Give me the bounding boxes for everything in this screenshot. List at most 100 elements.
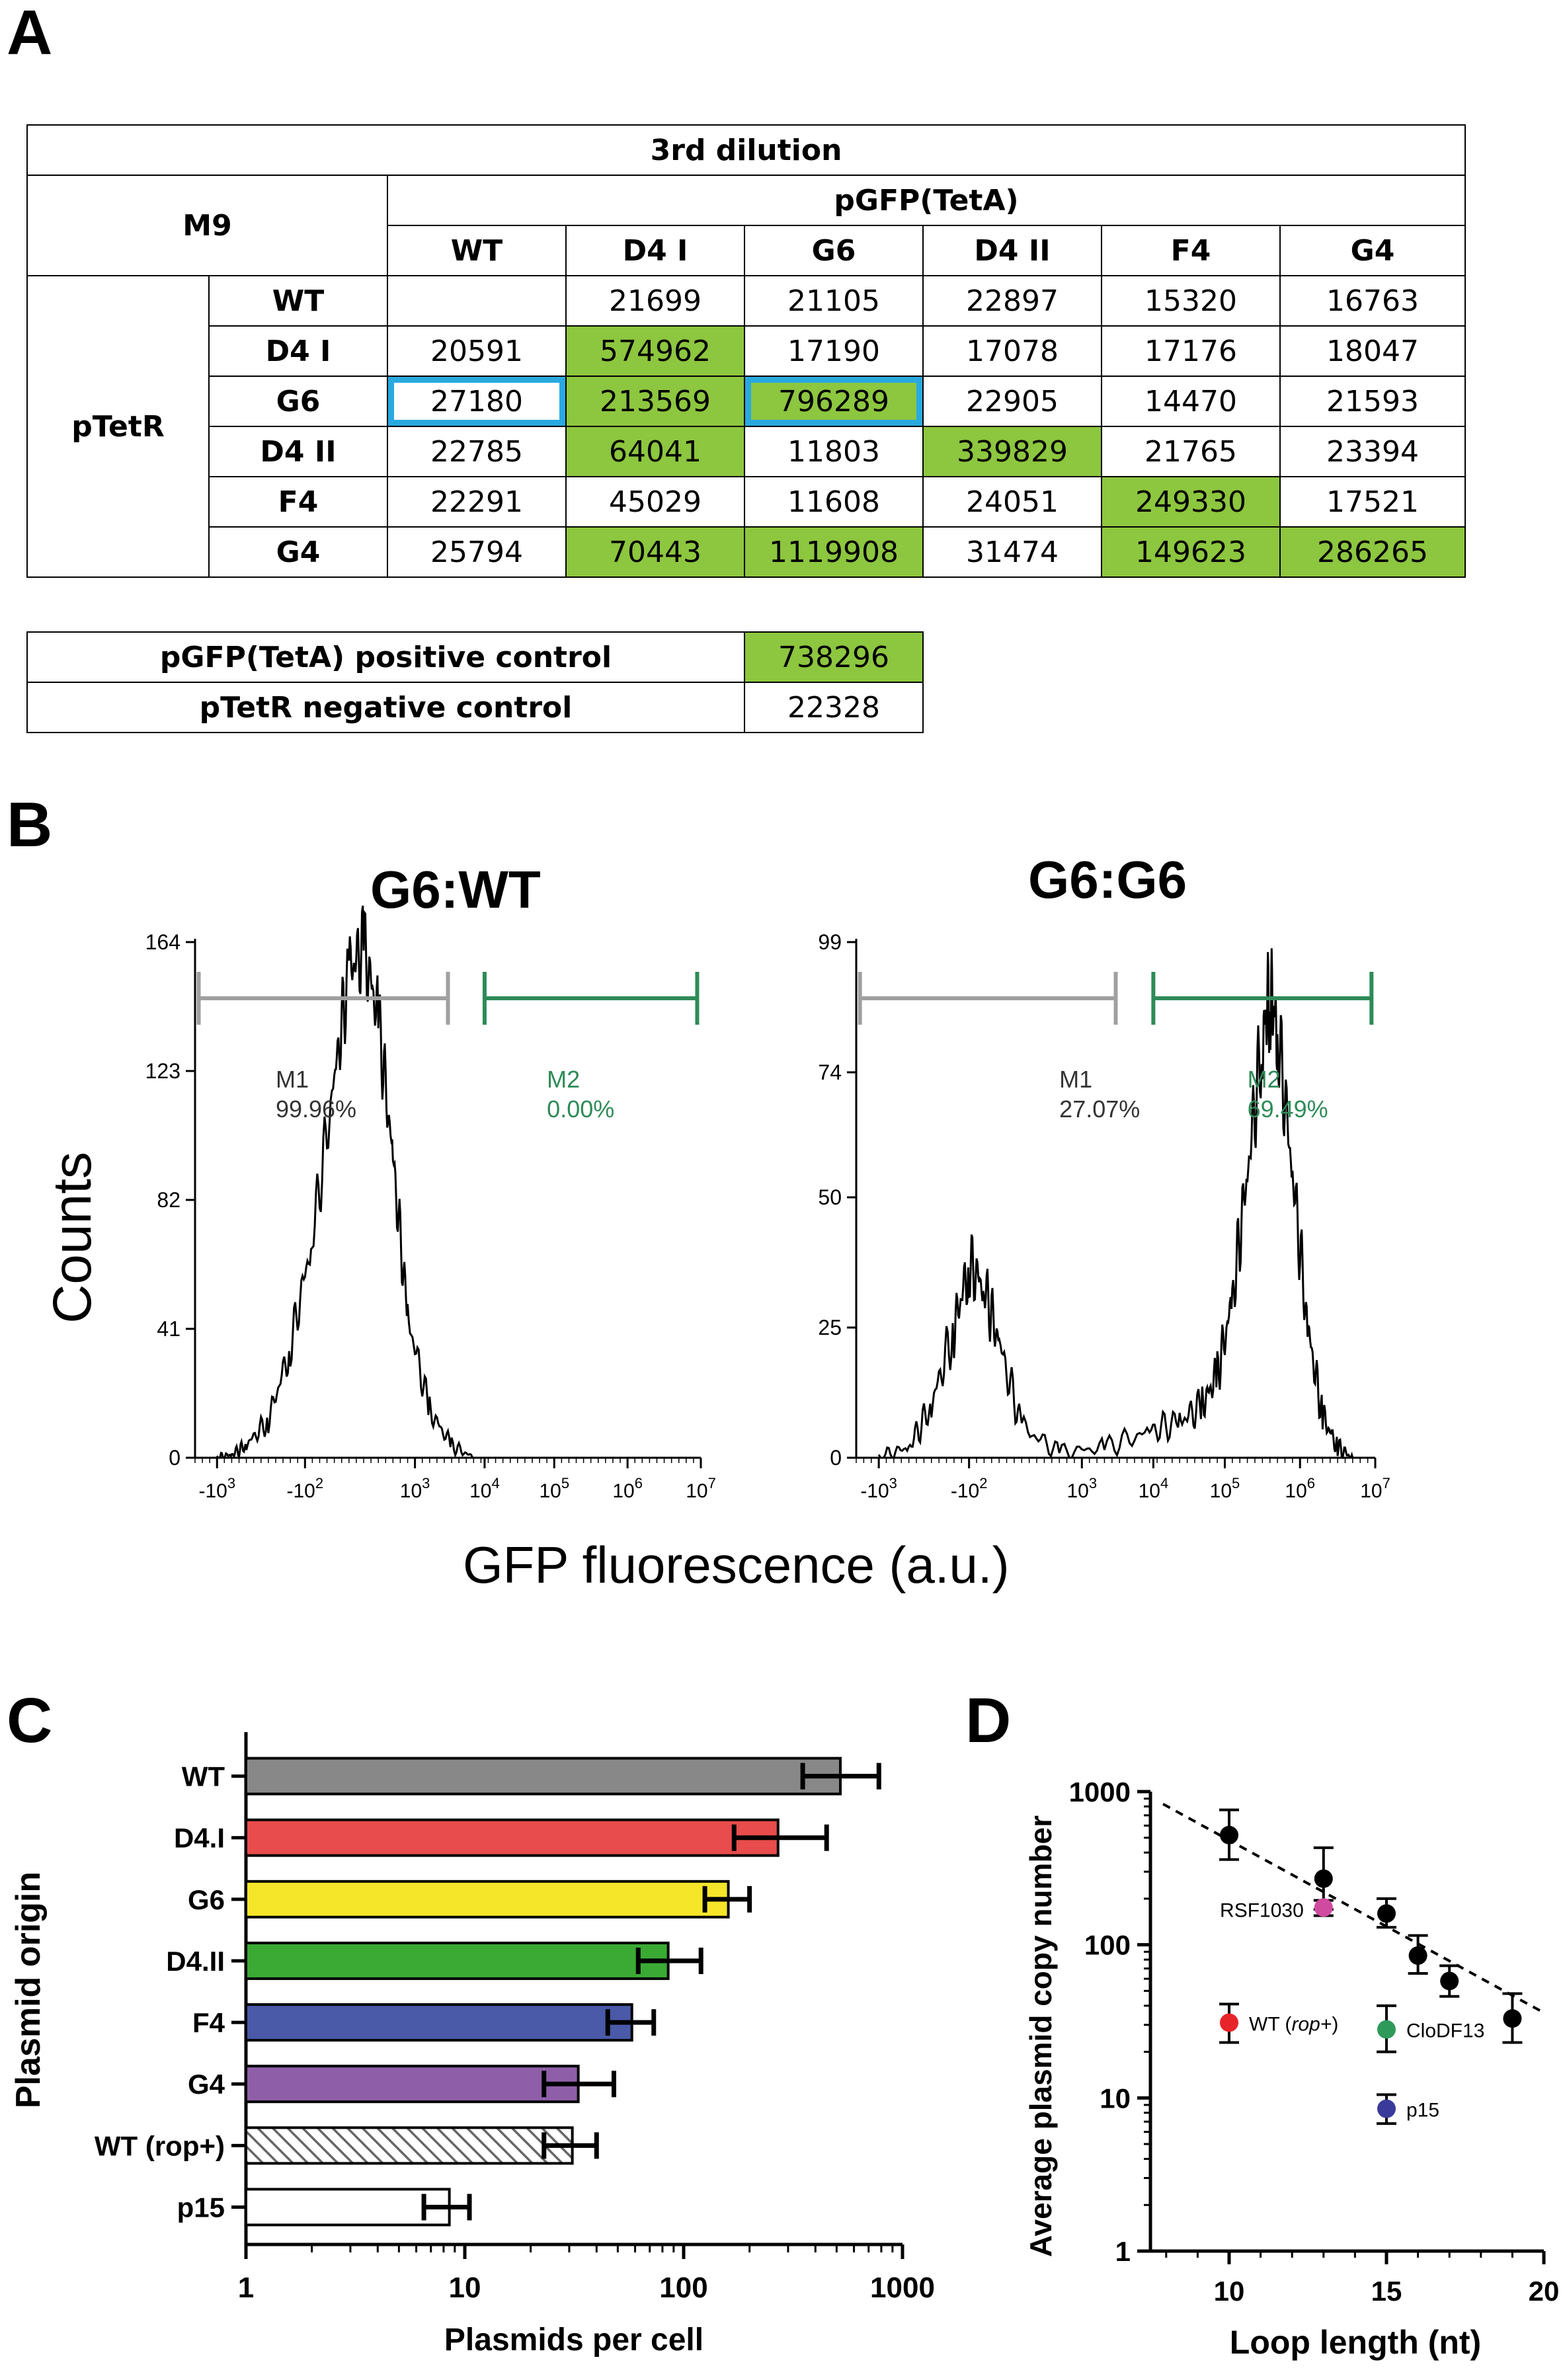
y-tick-label: 1000	[1069, 1776, 1131, 1807]
x-tick-label: 20	[1529, 2276, 1560, 2307]
histogram-g6-wt: 0 41 82 123 164 -103 -102 103 104 105 106 107 M199.9…	[145, 905, 716, 1502]
y-category-label: G4	[188, 2069, 225, 2100]
data-point	[1314, 1869, 1333, 1888]
table-cell: 21105	[744, 275, 924, 327]
control-row: pGFP(TetA) positive control 738296	[26, 631, 924, 683]
table-row: D4 I 20591 574962 17190 17078 17176 18047	[27, 325, 1466, 377]
column-header: F4	[1101, 225, 1281, 276]
x-tick-label: 15	[1371, 2276, 1402, 2307]
table-cell: 64041	[565, 426, 745, 477]
row-header: G4	[208, 526, 388, 578]
table-cell: 14470	[1101, 376, 1281, 427]
x-tick-label: 1	[238, 2272, 254, 2304]
table-cell: 45029	[565, 476, 745, 528]
row-header: WT	[208, 275, 388, 327]
colored-data-point	[1220, 2013, 1238, 2032]
x-tick-label: -102	[951, 1475, 988, 1502]
table-cell: 17521	[1279, 476, 1466, 528]
table-cell: 11608	[744, 476, 924, 528]
gate-m1-label: M1	[276, 1066, 309, 1093]
x-axis-label: Loop length (nt)	[1230, 2324, 1481, 2361]
table-cell: 17190	[744, 325, 924, 377]
table-row: G6 27180 213569 796289 22905 14470 21593	[27, 376, 1466, 427]
data-point	[1377, 1904, 1396, 1923]
y-tick-label: 25	[818, 1316, 842, 1339]
table-cell: 25794	[387, 526, 567, 578]
column-header: G6	[744, 225, 924, 276]
panel-label-d: D	[965, 1685, 1012, 1756]
table-cell: 339829	[922, 426, 1102, 477]
y-tick-label: 164	[145, 930, 181, 954]
table-cell: 149623	[1101, 526, 1281, 578]
table-cell: 27180	[387, 376, 567, 427]
gate-m2-percent: 69.49%	[1248, 1095, 1328, 1123]
dilution-header: 3rd dilution	[26, 124, 1466, 176]
control-label: pTetR negative control	[26, 682, 745, 733]
table-cell	[387, 275, 567, 327]
y-category-label: D4.II	[166, 1946, 225, 1977]
y-category-label: p15	[177, 2192, 225, 2223]
y-tick-label: 10	[1100, 2082, 1131, 2114]
dilution-table: 3rd dilution M9 pGFP(TetA) WT D4 I G6 D4 II…	[26, 124, 1466, 578]
table-cell: 21593	[1279, 376, 1466, 427]
gate-m1-label: M1	[1059, 1066, 1092, 1093]
table-row: F4 22291 45029 11608 24051 249330 17521	[27, 476, 1466, 528]
x-tick-label: 106	[1285, 1475, 1315, 1502]
table-cell: 286265	[1279, 526, 1466, 578]
x-tick-label: 103	[1066, 1475, 1097, 1502]
x-tick-label: 10	[1214, 2276, 1245, 2307]
bar	[245, 2065, 580, 2104]
y-tick-label: 0	[830, 1446, 842, 1470]
y-tick-label: 100	[1084, 1930, 1131, 1961]
panel-b-title-left: G6:WT	[370, 860, 541, 919]
row-header: G6	[208, 376, 388, 427]
y-tick-label: 123	[145, 1059, 181, 1083]
x-tick-label: 107	[1360, 1475, 1390, 1502]
medium-label: M9	[26, 175, 388, 276]
y-category-label: WT (rop+)	[95, 2130, 225, 2161]
column-header: G4	[1279, 225, 1466, 276]
table-cell: 22897	[922, 275, 1102, 327]
table-cell: 31474	[922, 526, 1102, 578]
bar	[245, 1880, 730, 1919]
y-tick-label: 99	[818, 930, 842, 954]
bar	[245, 2188, 451, 2227]
column-group-label: pGFP(TetA)	[386, 175, 1466, 226]
table-cell: 21765	[1101, 426, 1281, 477]
point-label: p15	[1406, 2100, 1439, 2122]
x-tick-label: 105	[1210, 1475, 1240, 1502]
colored-data-point	[1314, 1898, 1333, 1917]
controls-table: pGFP(TetA) positive control 738296 pTetR n…	[26, 631, 924, 733]
column-header: WT	[387, 225, 567, 276]
bar	[245, 1941, 670, 1980]
table-cell: 70443	[565, 526, 745, 578]
row-header: D4 I	[208, 325, 388, 377]
x-tick-label: 104	[1139, 1475, 1169, 1502]
x-tick-label: -102	[286, 1475, 323, 1502]
y-axis-label: Average plasmid copy number	[1023, 1815, 1058, 2257]
gate-m1-percent: 99.96%	[276, 1095, 356, 1123]
data-point	[1220, 1825, 1238, 1844]
y-category-label: F4	[192, 2007, 225, 2038]
scatter-copy-number-vs-loop: 1 10 100 1000 10 15 20 Loop length (nt) Average …	[1023, 1776, 1559, 2361]
x-tick-label: 1000	[870, 2272, 935, 2304]
column-header: D4 I	[565, 225, 745, 276]
table-cell: 20591	[387, 325, 567, 377]
panel-b-x-label: GFP fluorescence (a.u.)	[463, 1536, 1010, 1594]
data-point	[1503, 2009, 1522, 2028]
table-row: D4 II 22785 64041 11803 339829 21765 23394	[27, 426, 1466, 477]
x-tick-label: -103	[860, 1475, 897, 1502]
gate-m1-percent: 27.07%	[1059, 1095, 1140, 1123]
table-cell: 18047	[1279, 325, 1466, 377]
column-header: D4 II	[922, 225, 1102, 276]
panel-label-a: A	[7, 0, 53, 68]
y-category-label: G6	[188, 1884, 225, 1915]
table-cell: 23394	[1279, 426, 1466, 477]
table-cell: 249330	[1101, 476, 1281, 528]
row-header: D4 II	[208, 426, 388, 477]
y-category-label: D4.I	[174, 1823, 225, 1854]
x-tick-label: 104	[469, 1475, 500, 1502]
table-cell: 22905	[922, 376, 1102, 427]
panel-label-b: B	[7, 789, 53, 860]
table-cell: 17176	[1101, 325, 1281, 377]
